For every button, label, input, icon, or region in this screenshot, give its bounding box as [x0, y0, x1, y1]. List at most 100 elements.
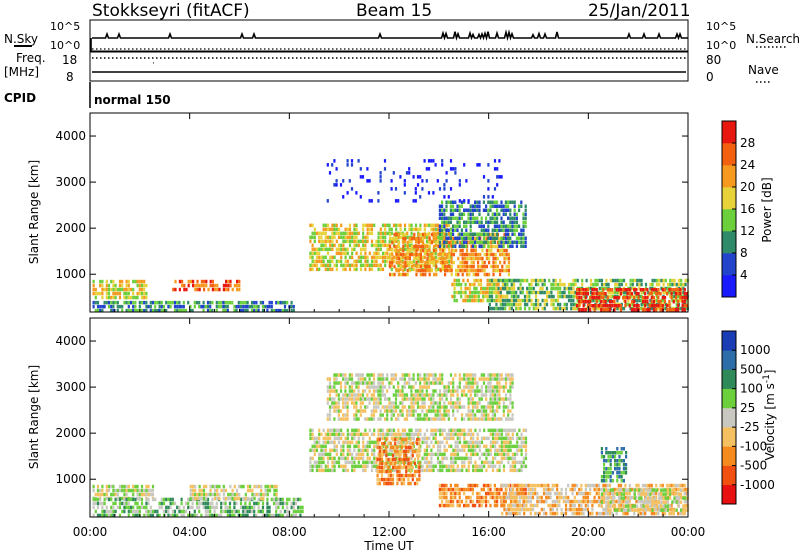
heatmap-cell: [512, 445, 514, 449]
heatmap-cell: [422, 273, 424, 277]
heatmap-cell: [358, 441, 360, 445]
heatmap-cell: [517, 303, 519, 307]
heatmap-cell: [521, 453, 523, 457]
heatmap-cell: [194, 305, 196, 309]
heatmap-cell: [418, 478, 420, 482]
heatmap-cell: [415, 253, 417, 256]
heatmap-cell: [501, 449, 503, 453]
heatmap-cell: [653, 296, 655, 300]
heatmap-cell: [485, 484, 487, 488]
heatmap-cell: [451, 261, 453, 265]
heatmap-cell: [509, 237, 511, 241]
heatmap-cell: [500, 201, 502, 205]
heatmap-cell: [494, 221, 496, 225]
heatmap-cell: [666, 292, 668, 296]
heatmap-cell: [401, 458, 403, 462]
heatmap-cell: [398, 273, 400, 277]
heatmap-cell: [97, 498, 99, 502]
heatmap-cell: [405, 438, 407, 442]
heatmap-cell: [657, 512, 659, 516]
heatmap-cell: [448, 445, 450, 449]
heatmap-cell: [382, 429, 384, 433]
heatmap-cell: [375, 256, 377, 260]
heatmap-cell: [513, 279, 515, 283]
heatmap-cell: [614, 283, 616, 287]
heatmap-cell: [143, 296, 145, 300]
heatmap-cell: [603, 459, 605, 463]
heatmap-cell: [680, 508, 682, 512]
heatmap-cell: [629, 504, 631, 508]
heatmap-cell: [523, 504, 525, 508]
heatmap-cell: [383, 442, 385, 446]
heatmap-cell: [367, 232, 369, 236]
heatmap-cell: [519, 496, 521, 500]
heatmap-cell: [478, 241, 480, 245]
heatmap-cell: [461, 449, 463, 453]
heatmap-cell: [429, 273, 431, 277]
heatmap-cell: [510, 445, 512, 449]
heatmap-cell: [358, 457, 360, 461]
heatmap-cell: [223, 493, 225, 497]
heatmap-cell: [660, 279, 662, 283]
heatmap-cell: [472, 209, 474, 213]
heatmap-cell: [498, 488, 500, 492]
heatmap-cell: [430, 465, 432, 469]
heatmap-cell: [416, 470, 418, 474]
heatmap-cell: [504, 283, 506, 287]
heatmap-cell: [520, 291, 522, 295]
heatmap-cell: [338, 228, 340, 232]
heatmap-cell: [431, 261, 433, 265]
heatmap-cell: [664, 300, 666, 304]
heatmap-cell: [382, 256, 384, 260]
heatmap-cell: [463, 213, 465, 217]
heatmap-cell: [668, 288, 670, 292]
heatmap-cell: [418, 466, 420, 470]
heatmap-cell: [448, 488, 450, 492]
heatmap-cell: [533, 307, 535, 311]
heatmap-cell: [498, 241, 500, 245]
heatmap-cell: [410, 482, 412, 486]
heatmap-cell: [373, 461, 375, 465]
heatmap-cell: [507, 437, 509, 441]
heatmap-cell: [380, 232, 382, 236]
heatmap-cell: [515, 291, 517, 295]
heatmap-cell: [340, 465, 342, 469]
heatmap-cell: [174, 510, 176, 514]
heatmap-cell: [492, 269, 494, 273]
heatmap-cell: [495, 295, 497, 299]
heatmap-cell: [455, 273, 457, 277]
heatmap-cell: [498, 492, 500, 496]
heatmap-cell: [318, 232, 320, 236]
heatmap-cell: [514, 504, 516, 508]
heatmap-cell: [486, 249, 488, 253]
heatmap-cell: [487, 163, 489, 167]
heatmap-cell: [505, 429, 507, 433]
heatmap-cell: [205, 506, 207, 510]
heatmap-cell: [314, 465, 316, 469]
heatmap-cell: [572, 508, 574, 512]
heatmap-cell: [496, 496, 498, 500]
heatmap-cell: [580, 296, 582, 300]
heatmap-cell: [433, 249, 435, 253]
heatmap-cell: [454, 492, 456, 496]
heatmap-cell: [512, 453, 514, 457]
heatmap-cell: [506, 488, 508, 492]
heatmap-cell: [474, 201, 476, 205]
heatmap-cell: [227, 493, 229, 497]
heatmap-cell: [466, 269, 468, 273]
heatmap-cell: [503, 441, 505, 445]
heatmap-cell: [203, 502, 205, 506]
heatmap-cell: [353, 236, 355, 240]
heatmap-cell: [314, 260, 316, 264]
heatmap-cell: [445, 233, 447, 237]
heatmap-cell: [583, 492, 585, 496]
heatmap-cell: [385, 438, 387, 442]
heatmap-cell: [457, 269, 459, 273]
heatmap-cell: [618, 496, 620, 500]
heatmap-cell: [601, 455, 603, 459]
heatmap-cell: [393, 273, 395, 277]
heatmap-cell: [607, 512, 609, 516]
heatmap-cell: [194, 301, 196, 305]
heatmap-cell: [618, 500, 620, 504]
heatmap-cell: [662, 296, 664, 300]
